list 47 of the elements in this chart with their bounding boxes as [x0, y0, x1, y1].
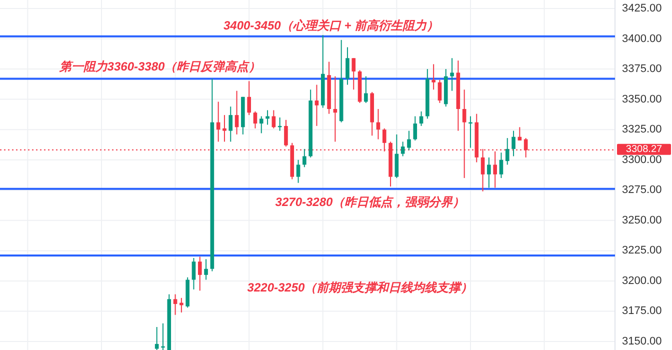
candlestick	[234, 90, 239, 135]
y-tick-label: 3200.00	[622, 274, 662, 287]
ref-line-label: 3270-3280（昨日低点，强弱分界）	[275, 194, 465, 209]
ref-line-label: 3400-3450（心理关口 + 前高衍生阻力）	[223, 18, 439, 32]
candlestick	[413, 116, 418, 141]
candlestick	[364, 76, 368, 104]
y-tick-label: 3225.00	[622, 244, 662, 257]
ref-line-label: 3308.27	[626, 144, 663, 155]
candlestick	[253, 110, 258, 129]
ref-line-label: 3220-3250（前期强支撑和日线均线支撑）	[247, 280, 473, 295]
candlestick	[198, 256, 202, 292]
y-tick-label: 3350.00	[622, 93, 662, 106]
candlestick	[296, 159, 300, 184]
candlestick	[222, 114, 226, 142]
candlestick	[284, 119, 288, 148]
y-tick-label: 3425.00	[622, 2, 662, 14]
ref-line-label: 第一阻力3360-3380（昨日反弹高点）	[58, 60, 261, 74]
candlestick	[346, 46, 350, 86]
candlestick	[314, 84, 319, 126]
candlestick	[432, 64, 436, 90]
candlestick	[407, 130, 411, 151]
candlestick	[450, 58, 454, 92]
candlestick	[228, 106, 233, 142]
candlestick	[204, 258, 208, 280]
candlestick	[352, 58, 356, 90]
y-tick-label: 3150.00	[622, 336, 662, 348]
candlestick	[512, 130, 516, 157]
candlestick	[302, 148, 306, 168]
candlestick	[400, 141, 405, 157]
candlestick	[154, 326, 159, 350]
y-tick-label: 3300.00	[622, 154, 662, 166]
candlestick	[499, 152, 504, 179]
y-tick-label: 3325.00	[622, 124, 662, 136]
candlestick	[192, 257, 196, 290]
candlestick	[394, 134, 399, 179]
candlestick	[173, 294, 178, 316]
y-tick-label: 3400.00	[622, 32, 662, 45]
candlestick	[493, 150, 497, 188]
y-tick-label: 3175.00	[622, 305, 662, 318]
y-tick-label: 3275.00	[622, 184, 662, 196]
candlestick	[259, 116, 264, 134]
candlestick	[505, 138, 510, 166]
candlestick	[438, 79, 442, 104]
y-tick-label: 3250.00	[622, 214, 662, 226]
candlestick	[247, 80, 251, 116]
candlestick	[487, 156, 491, 188]
y-tick-label: 3375.00	[622, 63, 662, 76]
